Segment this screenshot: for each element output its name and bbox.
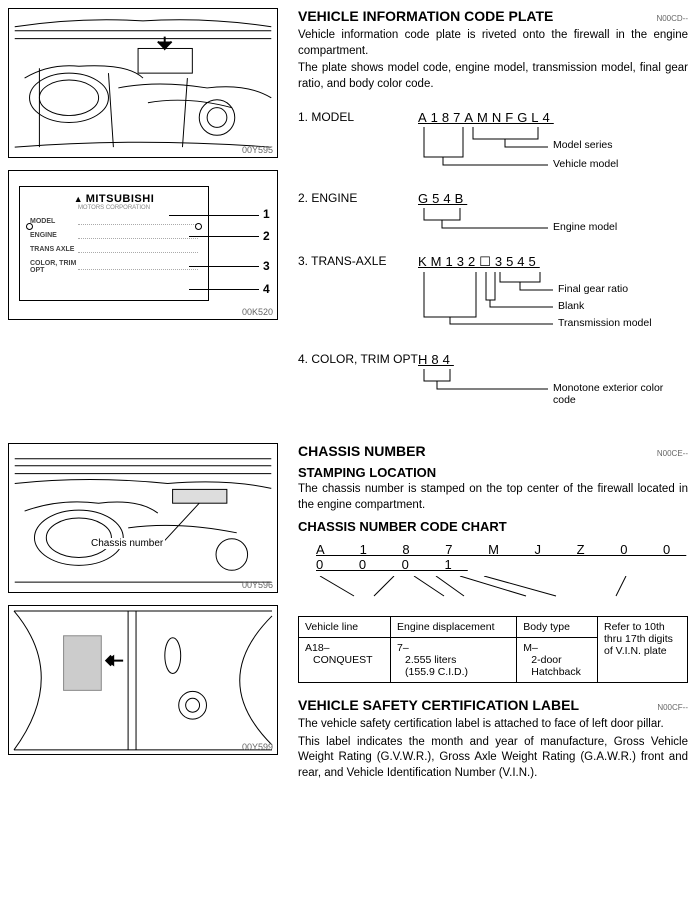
plate-brand: MITSUBISHI <box>86 193 155 205</box>
heading-chassis-number: CHASSIS NUMBER N00CE-- <box>298 443 688 459</box>
figure-id: 00Y596 <box>242 580 273 590</box>
figure-door-pillar: 00Y599 <box>8 605 278 755</box>
paragraph: The plate shows model code, engine model… <box>298 61 688 92</box>
chassis-bracket-lines <box>298 576 688 596</box>
heading-code-plate: VEHICLE INFORMATION CODE PLATE N00CD-- <box>298 8 688 24</box>
chassis-code-table: Vehicle line Engine displacement Body ty… <box>298 616 688 683</box>
paragraph: The chassis number is stamped on the top… <box>298 482 688 513</box>
paragraph: This label indicates the month and year … <box>298 735 688 782</box>
figure-id: 00Y595 <box>242 145 273 155</box>
paragraph: The vehicle safety certification label i… <box>298 717 688 733</box>
callout-label: Chassis number <box>89 538 165 549</box>
decode-model: 1. MODEL A187AMNFGL4 <box>298 110 688 169</box>
cell-vehicle-line: A18– CONQUEST <box>299 638 391 683</box>
figure-chassis-location: Chassis number 00Y596 <box>8 443 278 593</box>
section-vehicle-info-code-plate: 00Y595 ▲ MITSUBISHI MOTORS CORPORATION M… <box>8 8 688 403</box>
figure-id: 00K520 <box>242 307 273 317</box>
subheading-code-chart: CHASSIS NUMBER CODE CHART <box>298 519 688 534</box>
subheading-stamping-location: STAMPING LOCATION <box>298 465 688 480</box>
chassis-code-string: A 1 8 7 M J Z 0 0 0 0 0 1 <box>316 542 688 572</box>
decode-color: 4. COLOR, TRIM OPT H84 Monotone exterior… <box>298 352 688 403</box>
figure-id: 00Y599 <box>242 742 273 752</box>
plate-sub: MOTORS CORPORATION <box>30 205 198 211</box>
section-chassis-number: Chassis number 00Y596 <box>8 443 688 783</box>
figure-engine-compartment: 00Y595 <box>8 8 278 158</box>
decode-transaxle: 3. TRANS-AXLE KM132☐3545 <box>298 254 688 330</box>
heading-safety-cert-label: VEHICLE SAFETY CERTIFICATION LABEL N00CF… <box>298 697 688 713</box>
cell-engine-disp: 7– 2.555 liters (155.9 C.I.D.) <box>391 638 517 683</box>
figure-code-plate: ▲ MITSUBISHI MOTORS CORPORATION MODEL EN… <box>8 170 278 320</box>
paragraph: Vehicle information code plate is rivete… <box>298 28 688 59</box>
code-plate-box: ▲ MITSUBISHI MOTORS CORPORATION MODEL EN… <box>19 186 209 301</box>
cell-body-type: M– 2-door Hatchback <box>517 638 598 683</box>
decode-engine: 2. ENGINE G54B Engine model <box>298 191 688 232</box>
